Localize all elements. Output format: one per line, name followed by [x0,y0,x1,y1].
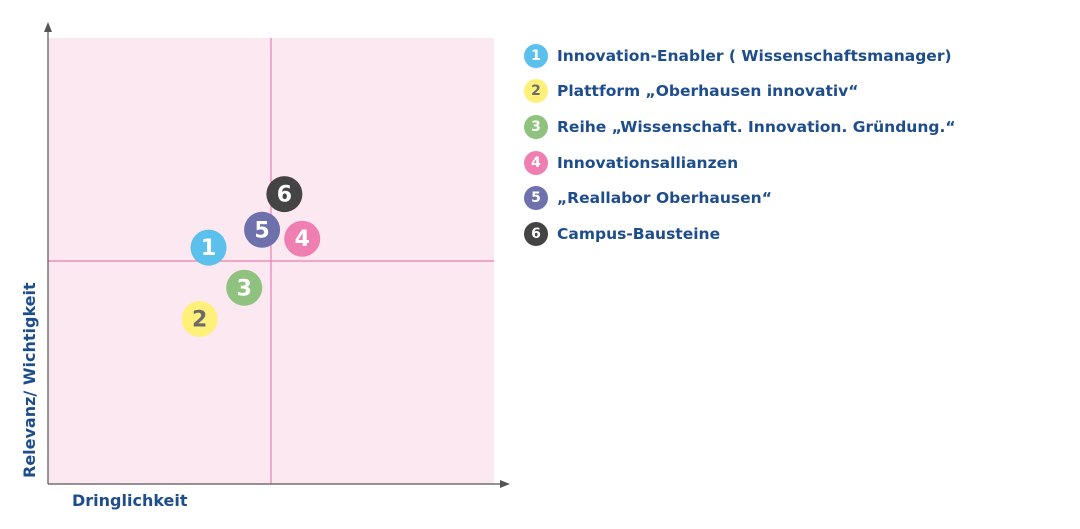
y-axis-label: Relevanz/ Wichtigkeit [20,282,39,478]
legend-badge-2: 2 [524,79,548,104]
bubble-6 [266,176,303,213]
bubble-number-2: 2 [192,307,207,332]
legend-item-1: 1 Innovation-Enabler ( Wissenschaftsmanag… [524,38,956,74]
legend-badge-1: 1 [524,43,548,68]
bubble-3 [226,269,263,306]
bubble-5 [244,211,281,248]
legend: 1 Innovation-Enabler ( Wissenschaftsmanag… [524,38,956,252]
legend-label-1: Innovation-Enabler ( Wissenschaftsmanage… [557,46,952,65]
legend-item-4: 4 Innovationsallianzen [524,145,956,181]
x-axis-arrow-icon [500,480,510,488]
legend-label-4: Innovationsallianzen [557,153,739,172]
bubble-group: 1 2 3 4 56 [181,176,321,337]
bubble-number-3: 3 [237,276,252,301]
legend-item-5: 5 „Reallabor Oberhausen“ [524,180,956,216]
bubble-number-1: 1 [201,236,216,261]
legend-label-3: Reihe „Wissenschaft. Innovation. Gründun… [557,117,956,136]
bubble-1 [190,229,227,266]
bubble-number-5: 5 [254,218,269,243]
x-axis-label: Dringlichkeit [72,491,188,510]
legend-badge-4: 4 [524,150,548,175]
bubble-number-6: 6 [277,183,292,208]
legend-label-2: Plattform „Oberhausen innovativ“ [557,82,859,101]
legend-label-5: „Reallabor Oberhausen“ [557,189,772,208]
legend-item-3: 3 Reihe „Wissenschaft. Innovation. Gründu… [524,109,956,145]
bubble-2 [181,300,218,337]
bubble-number-4: 4 [295,227,310,252]
legend-item-2: 2 Plattform „Oberhausen innovativ“ [524,74,956,110]
legend-badge-6: 6 [524,221,548,246]
bubble-4 [284,220,321,257]
legend-item-6: 6 Campus-Bausteine [524,216,956,252]
y-axis-arrow-icon [44,22,52,32]
legend-badge-5: 5 [524,186,548,211]
legend-badge-3: 3 [524,114,548,139]
legend-label-6: Campus-Bausteine [557,224,721,243]
